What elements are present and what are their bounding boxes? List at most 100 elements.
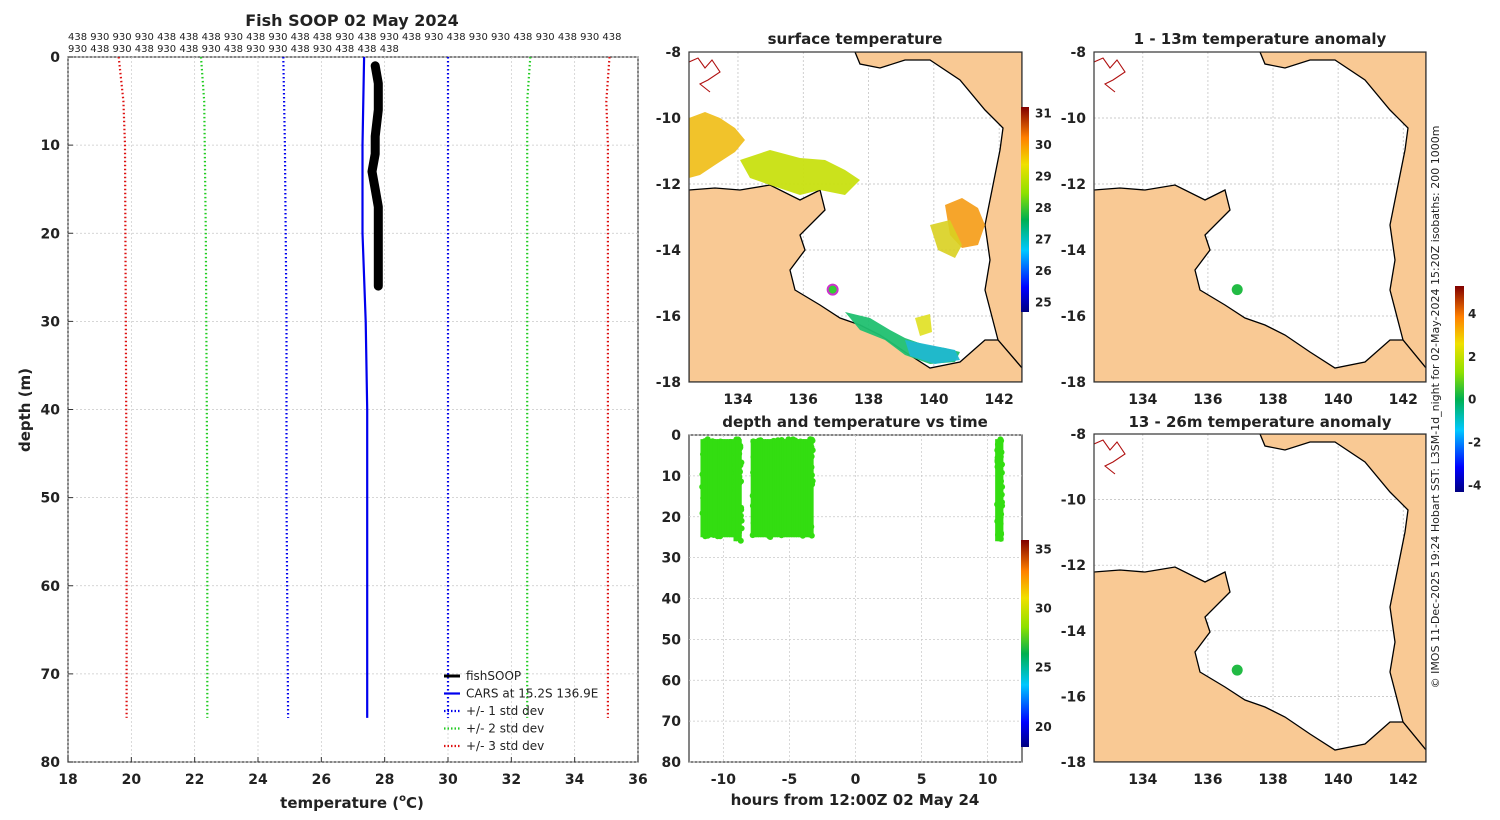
anomaly-map-1-title: 1 - 13m temperature anomaly [1134, 30, 1387, 48]
anomaly-map-2-frame [1093, 433, 1427, 763]
map-lon-tick-label: 138 [854, 392, 883, 408]
sst-patch-gulf-north [740, 150, 860, 195]
map-lat-tick-label: -14 [1061, 624, 1087, 640]
map-lon-tick-label: 140 [1324, 392, 1353, 408]
surface-map-northwest-coast [689, 57, 721, 93]
sst-patch-south-cyan [905, 340, 960, 364]
x-label-part: temperature ( [280, 794, 399, 812]
profile-y-tick-label: 30 [41, 314, 61, 330]
profile-y-tick-label: 40 [41, 403, 61, 419]
profile-y-tick-label: 70 [41, 667, 61, 683]
map-lat-tick-label: -8 [665, 45, 681, 61]
scatter-y-tick-label: 70 [662, 714, 682, 730]
credit-text: © IMOS 11-Dec-2025 19:24 Hobart SST: L3S… [1429, 126, 1442, 689]
map-lat-tick-label: -16 [1061, 689, 1086, 705]
profile-fishsoop-line [367, 61, 383, 291]
depth-time-scatter-panel: depth and temperature vs time -10 -5 0 5 10 0… [662, 413, 1052, 809]
scatter-grid [689, 434, 1022, 763]
scatter-title: depth and temperature vs time [722, 413, 988, 431]
profile-x-tick-label: 34 [565, 772, 585, 788]
surface-map-station-marker [826, 283, 839, 296]
map-lat-tick-label: -18 [656, 375, 681, 391]
map-lat-tick-label: -18 [1061, 375, 1086, 391]
profile--3-std-dev-x-left [117, 56, 128, 718]
profile-y-tick-label: 60 [41, 579, 61, 595]
map-lon-tick-label: 140 [1324, 772, 1353, 788]
profile--1-std-dev-x-left [282, 56, 290, 718]
legend-label-0: fishSOOP [466, 669, 521, 683]
legend-label-2: +/- 1 std dev [466, 704, 544, 718]
anomaly-map-13-26m: 13 - 26m temperature anomaly 134 136 138 14… [1061, 286, 1481, 788]
map-lat-tick-label: -8 [1070, 45, 1086, 61]
colorbar-tick-label: 31 [1035, 106, 1052, 120]
scatter-x-tick-label: 5 [917, 772, 927, 788]
profile-y-tick-label: 50 [41, 491, 61, 507]
map-lon-tick-label: 136 [1193, 392, 1222, 408]
map-lon-tick-label: 142 [1389, 392, 1418, 408]
profile--2-std-dev-x-right [526, 56, 532, 718]
anomaly-map-2-land-south [1094, 566, 1426, 762]
profile-y-tick-label: 80 [41, 755, 61, 771]
colorbar-tick-label: 25 [1035, 661, 1052, 675]
anomaly-map-1-station-marker [1231, 284, 1243, 296]
profile-y-tick-label: 0 [50, 50, 60, 66]
profile--3-std-dev-x-right [605, 56, 611, 718]
map-lon-tick-label: 134 [723, 392, 752, 408]
colorbar-tick-label: 20 [1035, 720, 1052, 734]
surface-map-title: surface temperature [768, 30, 943, 48]
anomaly-map-2-title: 13 - 26m temperature anomaly [1128, 413, 1391, 431]
anomaly-map-2-station-marker [1231, 664, 1243, 676]
map-lon-tick-label: 142 [985, 392, 1014, 408]
profile-panel: 18 20 22 24 26 28 30 32 34 36 0 10 20 30 40 50 60 70 80 t… [16, 50, 648, 812]
surface-map-sst-patches [689, 112, 985, 364]
anomaly-map-1-land-south [1094, 184, 1426, 382]
anomaly-colorbar-tick-label: -2 [1468, 436, 1481, 450]
map-lat-tick-label: -16 [1061, 309, 1086, 325]
profile-x-tick-label: 20 [122, 772, 142, 788]
profile-grid [67, 56, 639, 763]
profile-y-ticks: 0 10 20 30 40 50 60 70 80 [41, 50, 73, 771]
map-lat-tick-label: -16 [656, 309, 681, 325]
map-lat-tick-label: -10 [1061, 111, 1087, 127]
scatter-y-tick-label: 30 [662, 551, 682, 567]
map-lat-tick-label: -12 [1061, 177, 1086, 193]
map-lat-tick-label: -12 [1061, 558, 1086, 574]
scatter-x-tick-label: 10 [978, 772, 998, 788]
scatter-y-tick-label: 0 [671, 428, 681, 444]
profile-y-tick-label: 20 [41, 226, 61, 242]
scatter-colorbar-ticks: 20 25 30 35 [1035, 542, 1052, 733]
surface-map-ticks: 134 136 138 140 142 -8 -10 -12 -14 -16 -18 [656, 45, 1014, 408]
scatter-y-tick-label: 60 [662, 673, 682, 689]
figure-title: Fish SOOP 02 May 2024 [245, 11, 459, 30]
colorbar-tick-label: 30 [1035, 602, 1052, 616]
map-lat-tick-label: -14 [656, 243, 682, 259]
map-lon-tick-label: 136 [1193, 772, 1222, 788]
anomaly-map-1-frame [1093, 51, 1427, 383]
profile-y-axis-label: depth (m) [16, 368, 34, 452]
legend-label-1: CARS at 15.2S 136.9E [466, 687, 598, 701]
profile-x-tick-label: 28 [375, 772, 394, 788]
scatter-y-tick-label: 40 [662, 592, 682, 608]
scatter-y-tick-label: 10 [662, 469, 682, 485]
scatter-ticks: -10 -5 0 5 10 0 10 20 30 40 50 60 70 80 [662, 428, 998, 788]
colorbar-tick-label: 25 [1035, 296, 1052, 310]
surface-temperature-map: surface temperature 134 136 138 140 142 -8 -10… [656, 30, 1052, 408]
profile-cars-line [361, 56, 369, 718]
anomaly-map-1-13m: 1 - 13m temperature anomaly 134 136 138 140… [1061, 30, 1427, 408]
surface-map-colorbar [1021, 107, 1029, 312]
legend-label-3: +/- 2 std dev [466, 722, 544, 736]
scatter-points [699, 436, 1006, 544]
map-lon-tick-label: 134 [1128, 392, 1157, 408]
x-label-unit: C) [406, 794, 424, 812]
profile-x-tick-label: 24 [248, 772, 268, 788]
anomaly-colorbar-tick-label: 4 [1468, 307, 1476, 321]
profile-series [117, 56, 611, 718]
map-lon-tick-label: 136 [789, 392, 818, 408]
scatter-y-tick-label: 50 [662, 632, 682, 648]
profile-x-tick-label: 22 [185, 772, 204, 788]
map-lon-tick-label: 138 [1258, 392, 1287, 408]
profile-legend: fishSOOP CARS at 15.2S 136.9E +/- 1 std de… [444, 669, 598, 753]
colorbar-tick-label: 28 [1035, 201, 1052, 215]
profile-x-tick-label: 18 [58, 772, 77, 788]
